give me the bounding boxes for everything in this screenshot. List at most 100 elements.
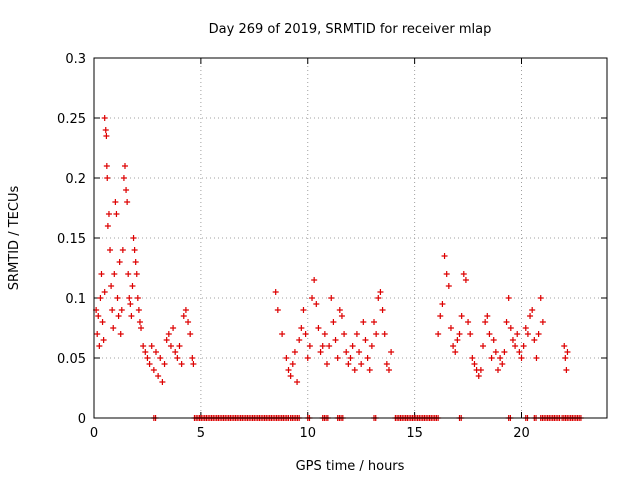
data-point	[443, 271, 450, 277]
data-point	[123, 187, 130, 193]
data-point	[131, 247, 138, 253]
data-point	[460, 271, 467, 277]
data-point	[475, 373, 482, 379]
data-point	[313, 301, 320, 307]
data-point	[360, 319, 367, 325]
data-point	[296, 337, 303, 343]
y-tick-label: 0.1	[65, 292, 86, 307]
data-point	[103, 163, 110, 169]
data-point	[102, 127, 109, 133]
data-point	[97, 295, 104, 301]
data-point	[366, 367, 373, 373]
data-point	[509, 337, 516, 343]
data-point	[189, 355, 196, 361]
y-tick-label: 0.15	[57, 232, 86, 247]
x-tick-label: 20	[513, 426, 530, 441]
data-point	[437, 313, 444, 319]
data-point	[499, 361, 506, 367]
data-point	[159, 379, 166, 385]
data-point	[111, 271, 118, 277]
data-point	[480, 343, 487, 349]
data-point	[381, 331, 388, 337]
data-point	[285, 367, 292, 373]
y-tick-label: 0.05	[57, 352, 86, 367]
data-point	[564, 349, 571, 355]
data-point	[497, 355, 504, 361]
data-point	[447, 325, 454, 331]
data-point	[130, 235, 137, 241]
y-axis-label: SRMTID / TECUs	[7, 186, 22, 291]
data-point	[126, 295, 133, 301]
data-point	[439, 301, 446, 307]
data-point	[113, 211, 120, 217]
data-point	[134, 295, 141, 301]
data-point	[142, 349, 149, 355]
data-point	[482, 319, 489, 325]
data-point	[345, 361, 352, 367]
data-point	[103, 133, 110, 139]
data-point	[450, 343, 457, 349]
data-point	[132, 259, 139, 265]
data-point	[388, 349, 395, 355]
data-point	[539, 319, 546, 325]
data-point	[120, 175, 127, 181]
data-point	[516, 349, 523, 355]
data-point	[514, 331, 521, 337]
data-point	[471, 361, 478, 367]
data-point	[289, 361, 296, 367]
data-point	[341, 331, 348, 337]
data-point	[110, 325, 117, 331]
data-point	[328, 295, 335, 301]
data-point	[161, 361, 168, 367]
data-point	[379, 307, 386, 313]
data-point	[505, 295, 512, 301]
data-point	[494, 367, 501, 373]
data-point	[362, 337, 369, 343]
data-point	[294, 379, 301, 385]
data-point	[351, 367, 358, 373]
data-point	[488, 355, 495, 361]
chart-title: Day 269 of 2019, SRMTID for receiver mla…	[209, 22, 492, 37]
data-point	[492, 349, 499, 355]
data-point	[135, 307, 142, 313]
data-point	[462, 277, 469, 283]
data-point	[107, 247, 114, 253]
data-point	[121, 163, 128, 169]
data-point	[356, 349, 363, 355]
data-point	[529, 307, 536, 313]
data-points	[93, 115, 584, 421]
data-point	[323, 361, 330, 367]
data-point	[309, 295, 316, 301]
tick-labels: 0 5 10 15 20 0 0.05 0.1 0.15 0.2 0.25 0.3	[57, 52, 530, 441]
data-point	[170, 325, 177, 331]
data-point	[522, 325, 529, 331]
data-point	[104, 175, 111, 181]
data-point	[180, 313, 187, 319]
data-point	[330, 319, 337, 325]
data-point	[182, 307, 189, 313]
data-point	[109, 307, 116, 313]
data-point	[125, 271, 132, 277]
data-point	[128, 313, 135, 319]
data-point	[117, 331, 124, 337]
data-point	[174, 355, 181, 361]
data-point	[152, 349, 159, 355]
y-tick-label: 0.25	[57, 112, 86, 127]
data-point	[375, 295, 382, 301]
data-point	[155, 373, 162, 379]
data-point	[349, 343, 356, 349]
data-point	[274, 307, 281, 313]
data-point	[118, 307, 125, 313]
data-point	[104, 223, 111, 229]
data-point	[136, 319, 143, 325]
data-point	[99, 319, 106, 325]
data-point	[334, 355, 341, 361]
data-point	[140, 343, 147, 349]
data-point	[114, 295, 121, 301]
data-point	[279, 331, 286, 337]
x-tick-label: 10	[299, 426, 316, 441]
data-point	[507, 325, 514, 331]
data-point	[385, 367, 392, 373]
data-point	[298, 325, 305, 331]
